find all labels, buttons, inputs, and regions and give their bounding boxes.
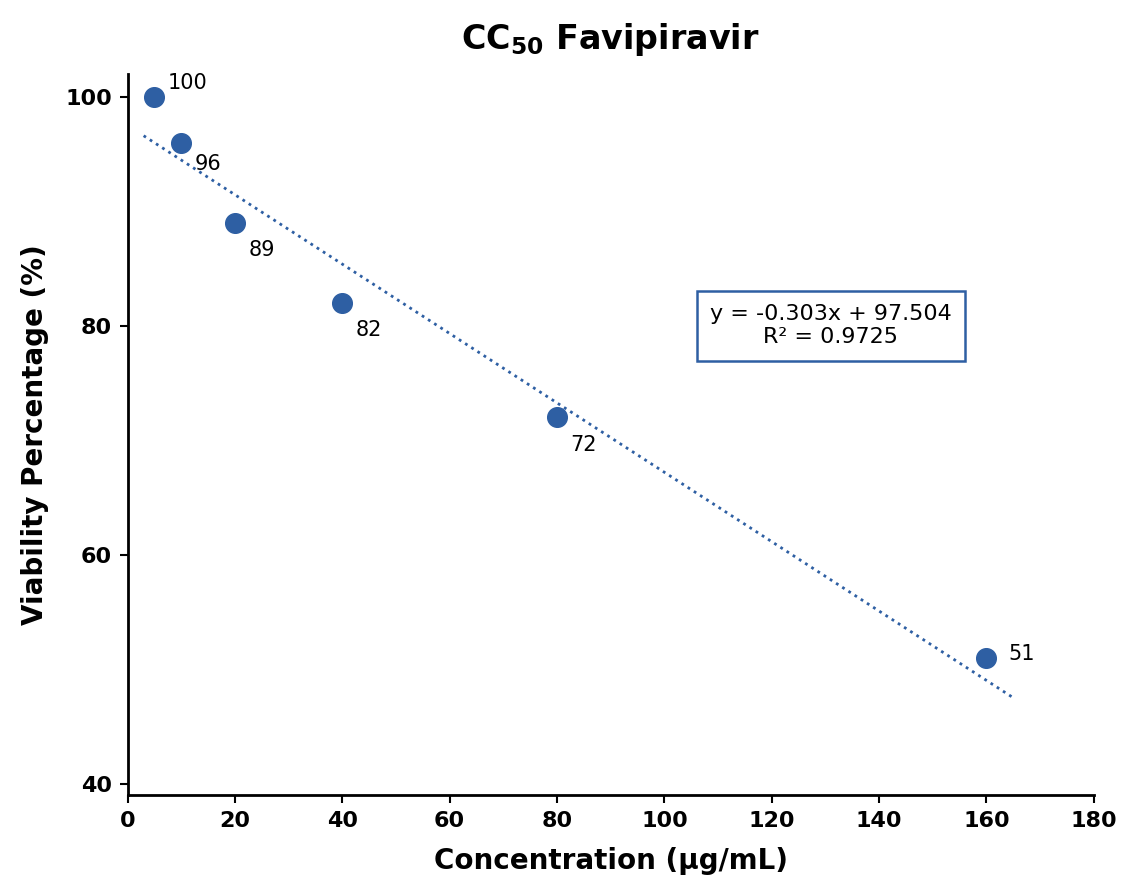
Text: 89: 89 <box>248 240 274 260</box>
Text: 72: 72 <box>570 435 597 454</box>
Y-axis label: Viability Percentage (%): Viability Percentage (%) <box>20 244 49 625</box>
Point <box>547 410 566 425</box>
Point <box>146 90 164 104</box>
X-axis label: Concentration (μg/mL): Concentration (μg/mL) <box>434 847 787 875</box>
Title: $\mathbf{CC_{50}}$ $\mathbf{Favipiravir}$: $\mathbf{CC_{50}}$ $\mathbf{Favipiravir}… <box>461 21 760 58</box>
Text: y = -0.303x + 97.504
R² = 0.9725: y = -0.303x + 97.504 R² = 0.9725 <box>710 304 951 348</box>
Text: 100: 100 <box>167 73 207 93</box>
Text: 82: 82 <box>356 320 382 340</box>
Point <box>172 135 190 150</box>
Text: 51: 51 <box>1008 644 1034 664</box>
Point <box>978 650 996 665</box>
Point <box>225 216 244 230</box>
Text: 96: 96 <box>195 154 222 174</box>
Point <box>333 296 352 310</box>
